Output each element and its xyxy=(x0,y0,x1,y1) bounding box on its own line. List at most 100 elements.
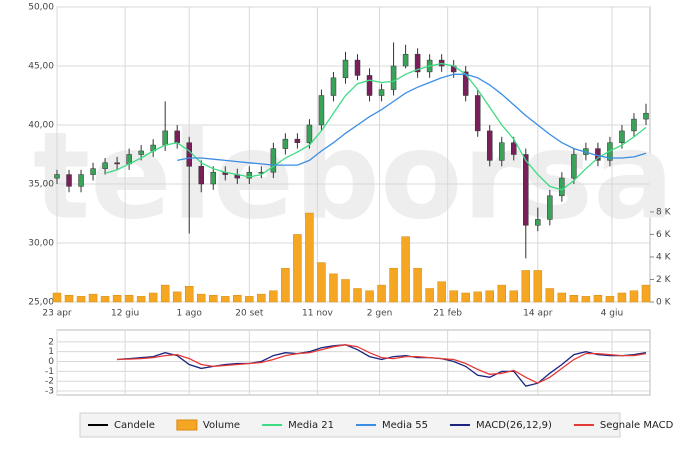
plot-area xyxy=(56,329,651,396)
x-tick-label: 4 giu xyxy=(601,309,624,319)
candle-body xyxy=(186,142,192,167)
volume-bar xyxy=(497,284,506,303)
volume-bar xyxy=(88,293,98,303)
y-tick-label: -2 xyxy=(45,377,54,387)
volume-bar xyxy=(160,284,170,303)
y-tick-label: 35,00 xyxy=(28,180,54,190)
candle-body xyxy=(402,53,409,67)
line-series xyxy=(117,344,647,387)
x-tick-label: 21 feb xyxy=(433,309,462,319)
candle-body xyxy=(571,154,577,179)
y-tick-label: 0 xyxy=(48,357,54,367)
volume-bar xyxy=(245,296,254,303)
x-tick-label: 1 ago xyxy=(177,309,203,319)
candle-body xyxy=(282,138,289,149)
line-series xyxy=(177,73,647,166)
volume-bar xyxy=(629,290,639,303)
y-tick-label: -3 xyxy=(45,387,54,397)
candle-body xyxy=(366,75,373,96)
volume-bar xyxy=(401,236,410,303)
y2-tick-label: 6 K xyxy=(656,230,672,240)
y-tick-label: 2 xyxy=(48,337,54,347)
x-tick-label: 14 apr xyxy=(523,309,553,319)
candle-body xyxy=(246,171,253,179)
legend-label: Candele xyxy=(114,420,155,431)
candle-body xyxy=(559,177,565,197)
candle-body xyxy=(354,59,361,76)
volume-bar xyxy=(148,292,158,303)
candle-body xyxy=(523,154,529,226)
line-series xyxy=(104,62,647,191)
volume-bar xyxy=(341,279,350,303)
volume-bar xyxy=(281,267,290,303)
candle-body xyxy=(474,95,481,132)
volume-bar xyxy=(521,270,531,303)
volume-bar xyxy=(425,288,434,303)
volume-bar xyxy=(329,273,338,303)
candle-body xyxy=(462,71,469,96)
volume-bar xyxy=(617,292,627,303)
volume-bar xyxy=(485,290,494,303)
legend-swatch xyxy=(176,419,198,431)
candle-body xyxy=(619,130,625,143)
volume-bar xyxy=(233,294,242,303)
legend-label: Segnale MACD xyxy=(600,420,674,431)
volume-bar xyxy=(437,281,446,303)
legend-label: Media 21 xyxy=(288,420,334,431)
y2-tick-label: 8 K xyxy=(656,207,672,217)
y-tick-label: 45,00 xyxy=(28,62,54,72)
candle-body xyxy=(535,219,541,226)
volume-bar xyxy=(641,284,651,303)
candle-body xyxy=(306,124,313,143)
volume-bar xyxy=(581,296,591,303)
volume-bar xyxy=(52,292,62,303)
volume-bar xyxy=(317,262,326,303)
y-tick-label: 50,00 xyxy=(28,3,54,13)
candle-body xyxy=(547,195,553,220)
volume-bar xyxy=(533,270,543,303)
candle-body xyxy=(294,138,301,143)
candle-body xyxy=(390,65,397,90)
candle-body xyxy=(499,142,505,161)
volume-bar xyxy=(473,291,482,303)
candle-body xyxy=(174,130,180,143)
volume-bar xyxy=(100,296,110,303)
volume-bar xyxy=(377,284,386,303)
volume-bar xyxy=(569,294,579,303)
volume-bar xyxy=(64,294,74,303)
candle-body xyxy=(210,171,217,185)
x-tick-label: 2 gen xyxy=(367,309,393,319)
volume-bar xyxy=(196,293,206,303)
candle-body xyxy=(330,77,337,96)
volume-bar xyxy=(209,294,218,303)
y-tick-label: 1 xyxy=(48,347,54,357)
candle-body xyxy=(378,89,385,96)
legend-label: MACD(26,12,9) xyxy=(476,420,552,431)
candle-body xyxy=(102,162,108,169)
volume-bar xyxy=(449,290,458,303)
volume-bar xyxy=(112,294,122,303)
watermark: teleborsa xyxy=(33,108,674,247)
volume-bar xyxy=(365,290,374,303)
volume-bar xyxy=(593,294,603,303)
volume-bar xyxy=(509,290,519,303)
candle-body xyxy=(66,174,72,187)
volume-bar xyxy=(257,293,266,303)
y-tick-label: 40,00 xyxy=(28,121,54,131)
y2-tick-label: 4 K xyxy=(656,252,672,262)
volume-bar xyxy=(184,285,194,303)
candle-body xyxy=(198,166,204,185)
y-tick-label: 25,00 xyxy=(28,298,54,308)
candle-body xyxy=(162,130,168,146)
volume-bar xyxy=(221,296,230,303)
legend-box xyxy=(79,412,621,438)
volume-bar xyxy=(353,288,362,303)
volume-bar xyxy=(269,290,278,303)
candle-body xyxy=(54,174,60,179)
candle-body xyxy=(114,162,120,165)
volume-bar xyxy=(605,296,615,303)
candle-body xyxy=(270,148,277,173)
candle-body xyxy=(318,95,325,126)
volume-bar xyxy=(172,291,182,303)
